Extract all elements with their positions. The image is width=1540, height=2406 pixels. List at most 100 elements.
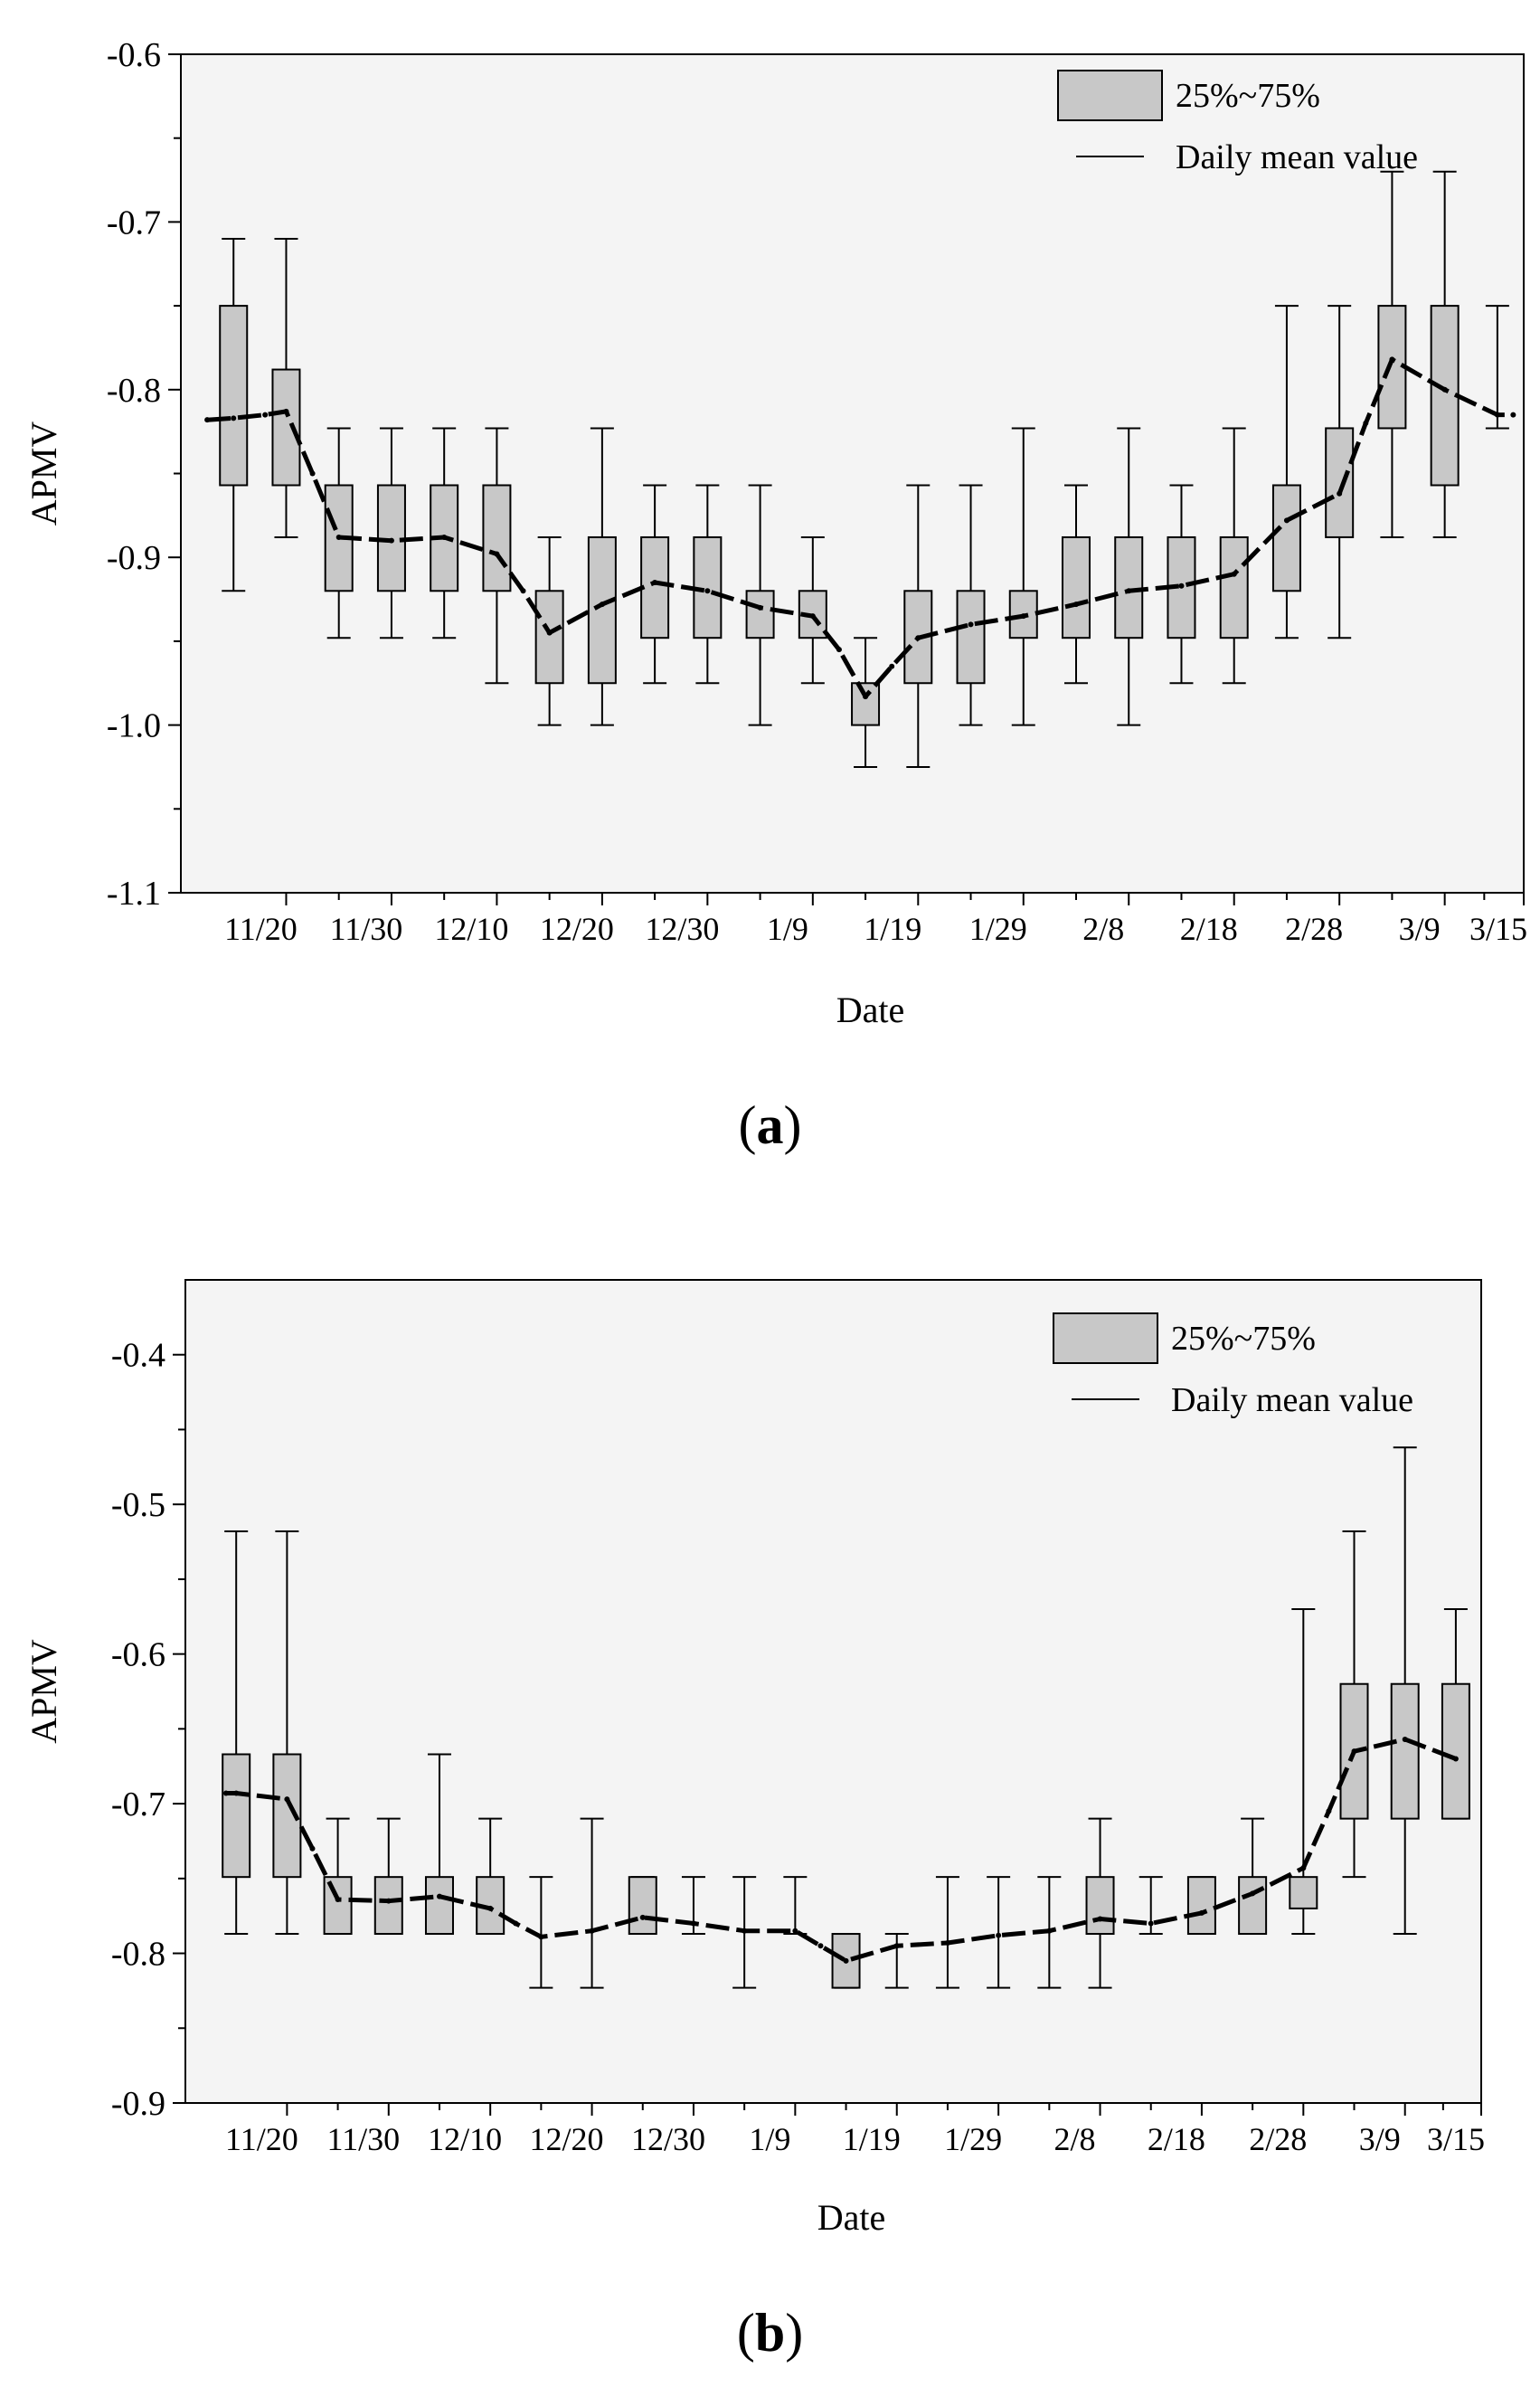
x-tick-label: 11/20 — [224, 911, 298, 947]
caption-b: (b) — [736, 2303, 804, 2363]
mean-point — [889, 663, 895, 669]
box-chart-b: -0.4 -0.5 -0.6 -0.7 -0.8 -0.9 11/20 11/30 12/10 1… — [24, 1279, 1485, 2238]
iqr-box — [587, 535, 617, 685]
y-axis-label: APMV — [24, 422, 64, 526]
legend-line-label: Daily mean value — [1171, 1381, 1413, 1419]
box-group — [534, 535, 564, 726]
legend-box-label: 25%~75% — [1176, 77, 1320, 115]
mean-point — [233, 1790, 240, 1796]
x-tick-label: 11/30 — [330, 911, 403, 947]
x-tick-label: 1/29 — [944, 2121, 1002, 2157]
mean-point — [1337, 490, 1343, 497]
box-group — [693, 484, 723, 685]
box-group — [587, 427, 617, 726]
box-group — [884, 1933, 909, 1989]
mean-point — [863, 694, 869, 700]
box-group — [219, 237, 249, 592]
y-tick-label: -0.4 — [111, 1337, 165, 1375]
x-axis-label: Date — [836, 990, 905, 1030]
mean-point — [1351, 1748, 1357, 1755]
mean-point — [335, 534, 342, 540]
box-group — [1289, 1608, 1318, 1936]
mean-point — [284, 1796, 290, 1803]
mean-point — [1389, 356, 1395, 363]
box-group — [1085, 1817, 1115, 1989]
box-group — [1114, 427, 1144, 726]
mean-point — [222, 1790, 229, 1796]
box-group — [271, 237, 301, 538]
x-axis-label: Date — [817, 2197, 886, 2238]
mean-point — [843, 1957, 849, 1964]
y-tick-label: -0.7 — [111, 1786, 165, 1823]
x-tick-label: 2/28 — [1249, 2121, 1307, 2157]
x-tick-label: 1/9 — [749, 2121, 790, 2157]
iqr-box — [1377, 305, 1407, 430]
mean-point — [996, 1932, 1002, 1938]
legend: 25%~75% Daily mean value — [1053, 1312, 1413, 1419]
iqr-box — [1289, 1876, 1318, 1909]
iqr-box — [222, 1753, 251, 1879]
mean-point — [436, 1893, 442, 1899]
y-tick-label: -1.1 — [107, 875, 161, 913]
iqr-box — [628, 1876, 657, 1936]
x-tick-label: 2/28 — [1285, 911, 1343, 947]
mean-point — [915, 635, 921, 641]
legend-line-label: Daily mean value — [1176, 138, 1418, 176]
x-tick-label: 1/29 — [969, 911, 1027, 947]
iqr-box — [1271, 484, 1301, 592]
mean-point — [1494, 412, 1500, 418]
box-group — [529, 1876, 553, 1989]
iqr-box — [745, 590, 775, 639]
mean-point — [1126, 588, 1132, 594]
mean-point — [385, 1898, 392, 1904]
mean-point — [441, 534, 448, 540]
mean-point — [309, 470, 316, 477]
y-tick-label: -1.0 — [107, 707, 161, 745]
x-tick-label: 3/9 — [1359, 2121, 1401, 2157]
mean-point — [1452, 1756, 1459, 1762]
x-tick-label: 12/30 — [645, 911, 719, 947]
box-group — [1062, 484, 1091, 685]
mean-point — [704, 588, 711, 594]
x-tick-label: 12/20 — [530, 2121, 604, 2157]
x-tick-label: 2/8 — [1082, 911, 1124, 947]
y-tick-label: -0.7 — [107, 204, 161, 242]
chart-panel-b: -0.4 -0.5 -0.6 -0.7 -0.8 -0.9 11/20 11/30 12/10 1… — [0, 1230, 1540, 2406]
box-group — [935, 1876, 959, 1989]
mean-point — [309, 1845, 316, 1852]
mean-point — [1231, 571, 1237, 577]
y-tick-label: -0.5 — [111, 1486, 165, 1524]
daily-mean-line — [206, 356, 1514, 699]
y-tick-label: -0.8 — [111, 1936, 165, 1974]
mean-point — [1178, 583, 1185, 589]
iqr-box — [482, 484, 512, 592]
legend-box-label: 25%~75% — [1171, 1320, 1316, 1358]
y-tick-label: -0.6 — [107, 36, 161, 74]
mean-point — [817, 1943, 824, 1949]
iqr-box — [323, 1876, 353, 1936]
box-group — [987, 1876, 1011, 1989]
mean-point — [1326, 1808, 1332, 1814]
box-group — [272, 1530, 302, 1936]
mean-point — [1363, 420, 1369, 426]
box-group — [373, 1817, 403, 1936]
x-tick-label: 2/18 — [1180, 911, 1238, 947]
iqr-box — [1325, 427, 1355, 538]
mean-point — [639, 1914, 646, 1920]
box-group — [745, 484, 775, 726]
mean-point — [231, 415, 237, 422]
x-tick-label: 12/10 — [428, 2121, 502, 2157]
mean-point — [944, 1939, 950, 1946]
iqr-box — [1062, 535, 1091, 639]
box-group — [640, 484, 670, 685]
x-tick-label: 1/19 — [843, 2121, 901, 2157]
mean-point — [742, 1928, 748, 1934]
box-group — [1325, 305, 1355, 639]
iqr-box — [1085, 1876, 1115, 1936]
iqr-box — [1441, 1682, 1470, 1820]
mean-point — [513, 1920, 519, 1927]
mean-point — [1020, 613, 1026, 620]
box-group — [1441, 1608, 1470, 1820]
mean-point — [388, 537, 394, 544]
mean-point — [1148, 1920, 1154, 1927]
